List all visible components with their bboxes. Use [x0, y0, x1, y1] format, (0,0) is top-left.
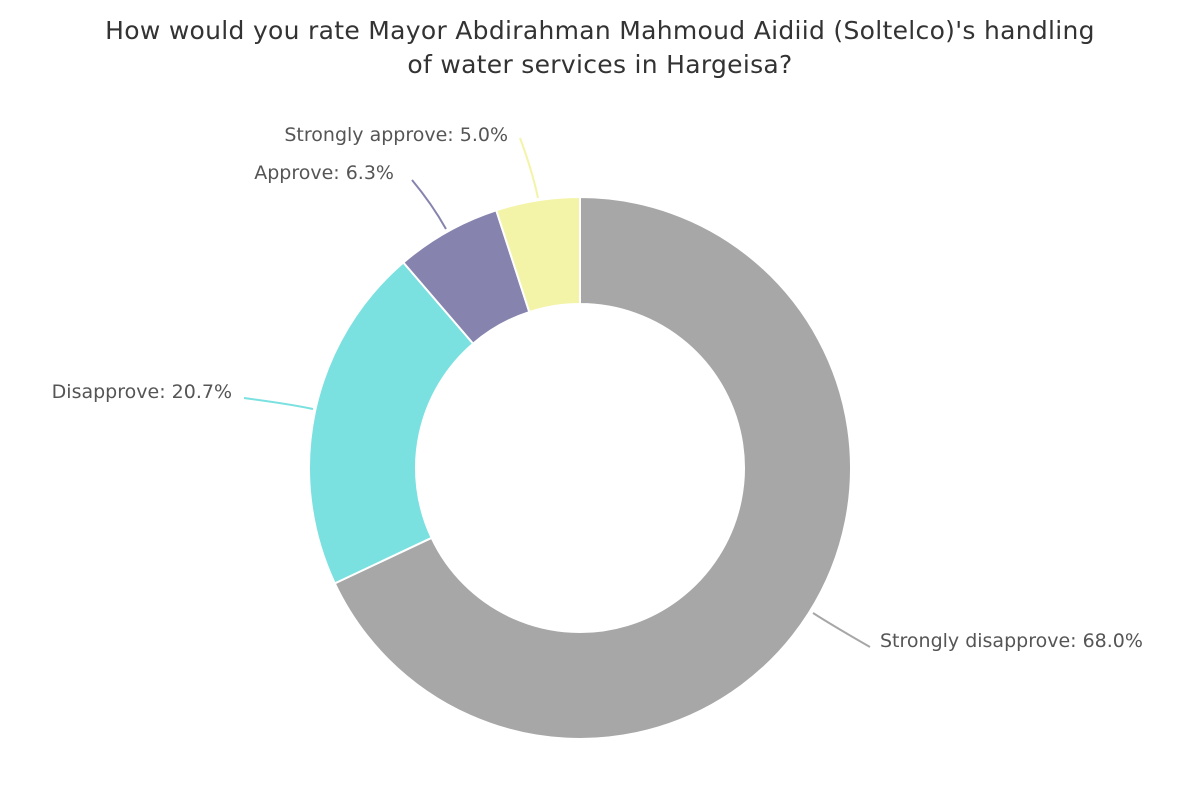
- label-strongly-approve: Strongly approve: 5.0%: [284, 124, 508, 146]
- chart-title: How would you rate Mayor Abdirahman Mahm…: [0, 14, 1200, 82]
- connectors-layer: [243, 137, 871, 648]
- slices-layer: [308, 196, 852, 740]
- label-approve: Approve: 6.3%: [254, 162, 394, 184]
- connector-strongly-approve: [519, 137, 539, 199]
- connector-approve: [411, 179, 447, 230]
- slice-disapprove[interactable]: [308, 261, 475, 585]
- connector-disapprove: [243, 397, 314, 410]
- labels-layer: Strongly disapprove: 68.0% Disapprove: 20…: [52, 124, 1143, 652]
- slice-strongly-disapprove[interactable]: [333, 196, 852, 740]
- slice-strongly-approve[interactable]: [495, 196, 581, 314]
- chart-title-line-1: How would you rate Mayor Abdirahman Mahm…: [105, 16, 1095, 45]
- label-disapprove: Disapprove: 20.7%: [52, 381, 232, 403]
- chart-title-line-2: of water services in Hargeisa?: [407, 50, 793, 79]
- connector-strongly-disapprove: [812, 612, 871, 648]
- label-strongly-disapprove: Strongly disapprove: 68.0%: [880, 630, 1143, 652]
